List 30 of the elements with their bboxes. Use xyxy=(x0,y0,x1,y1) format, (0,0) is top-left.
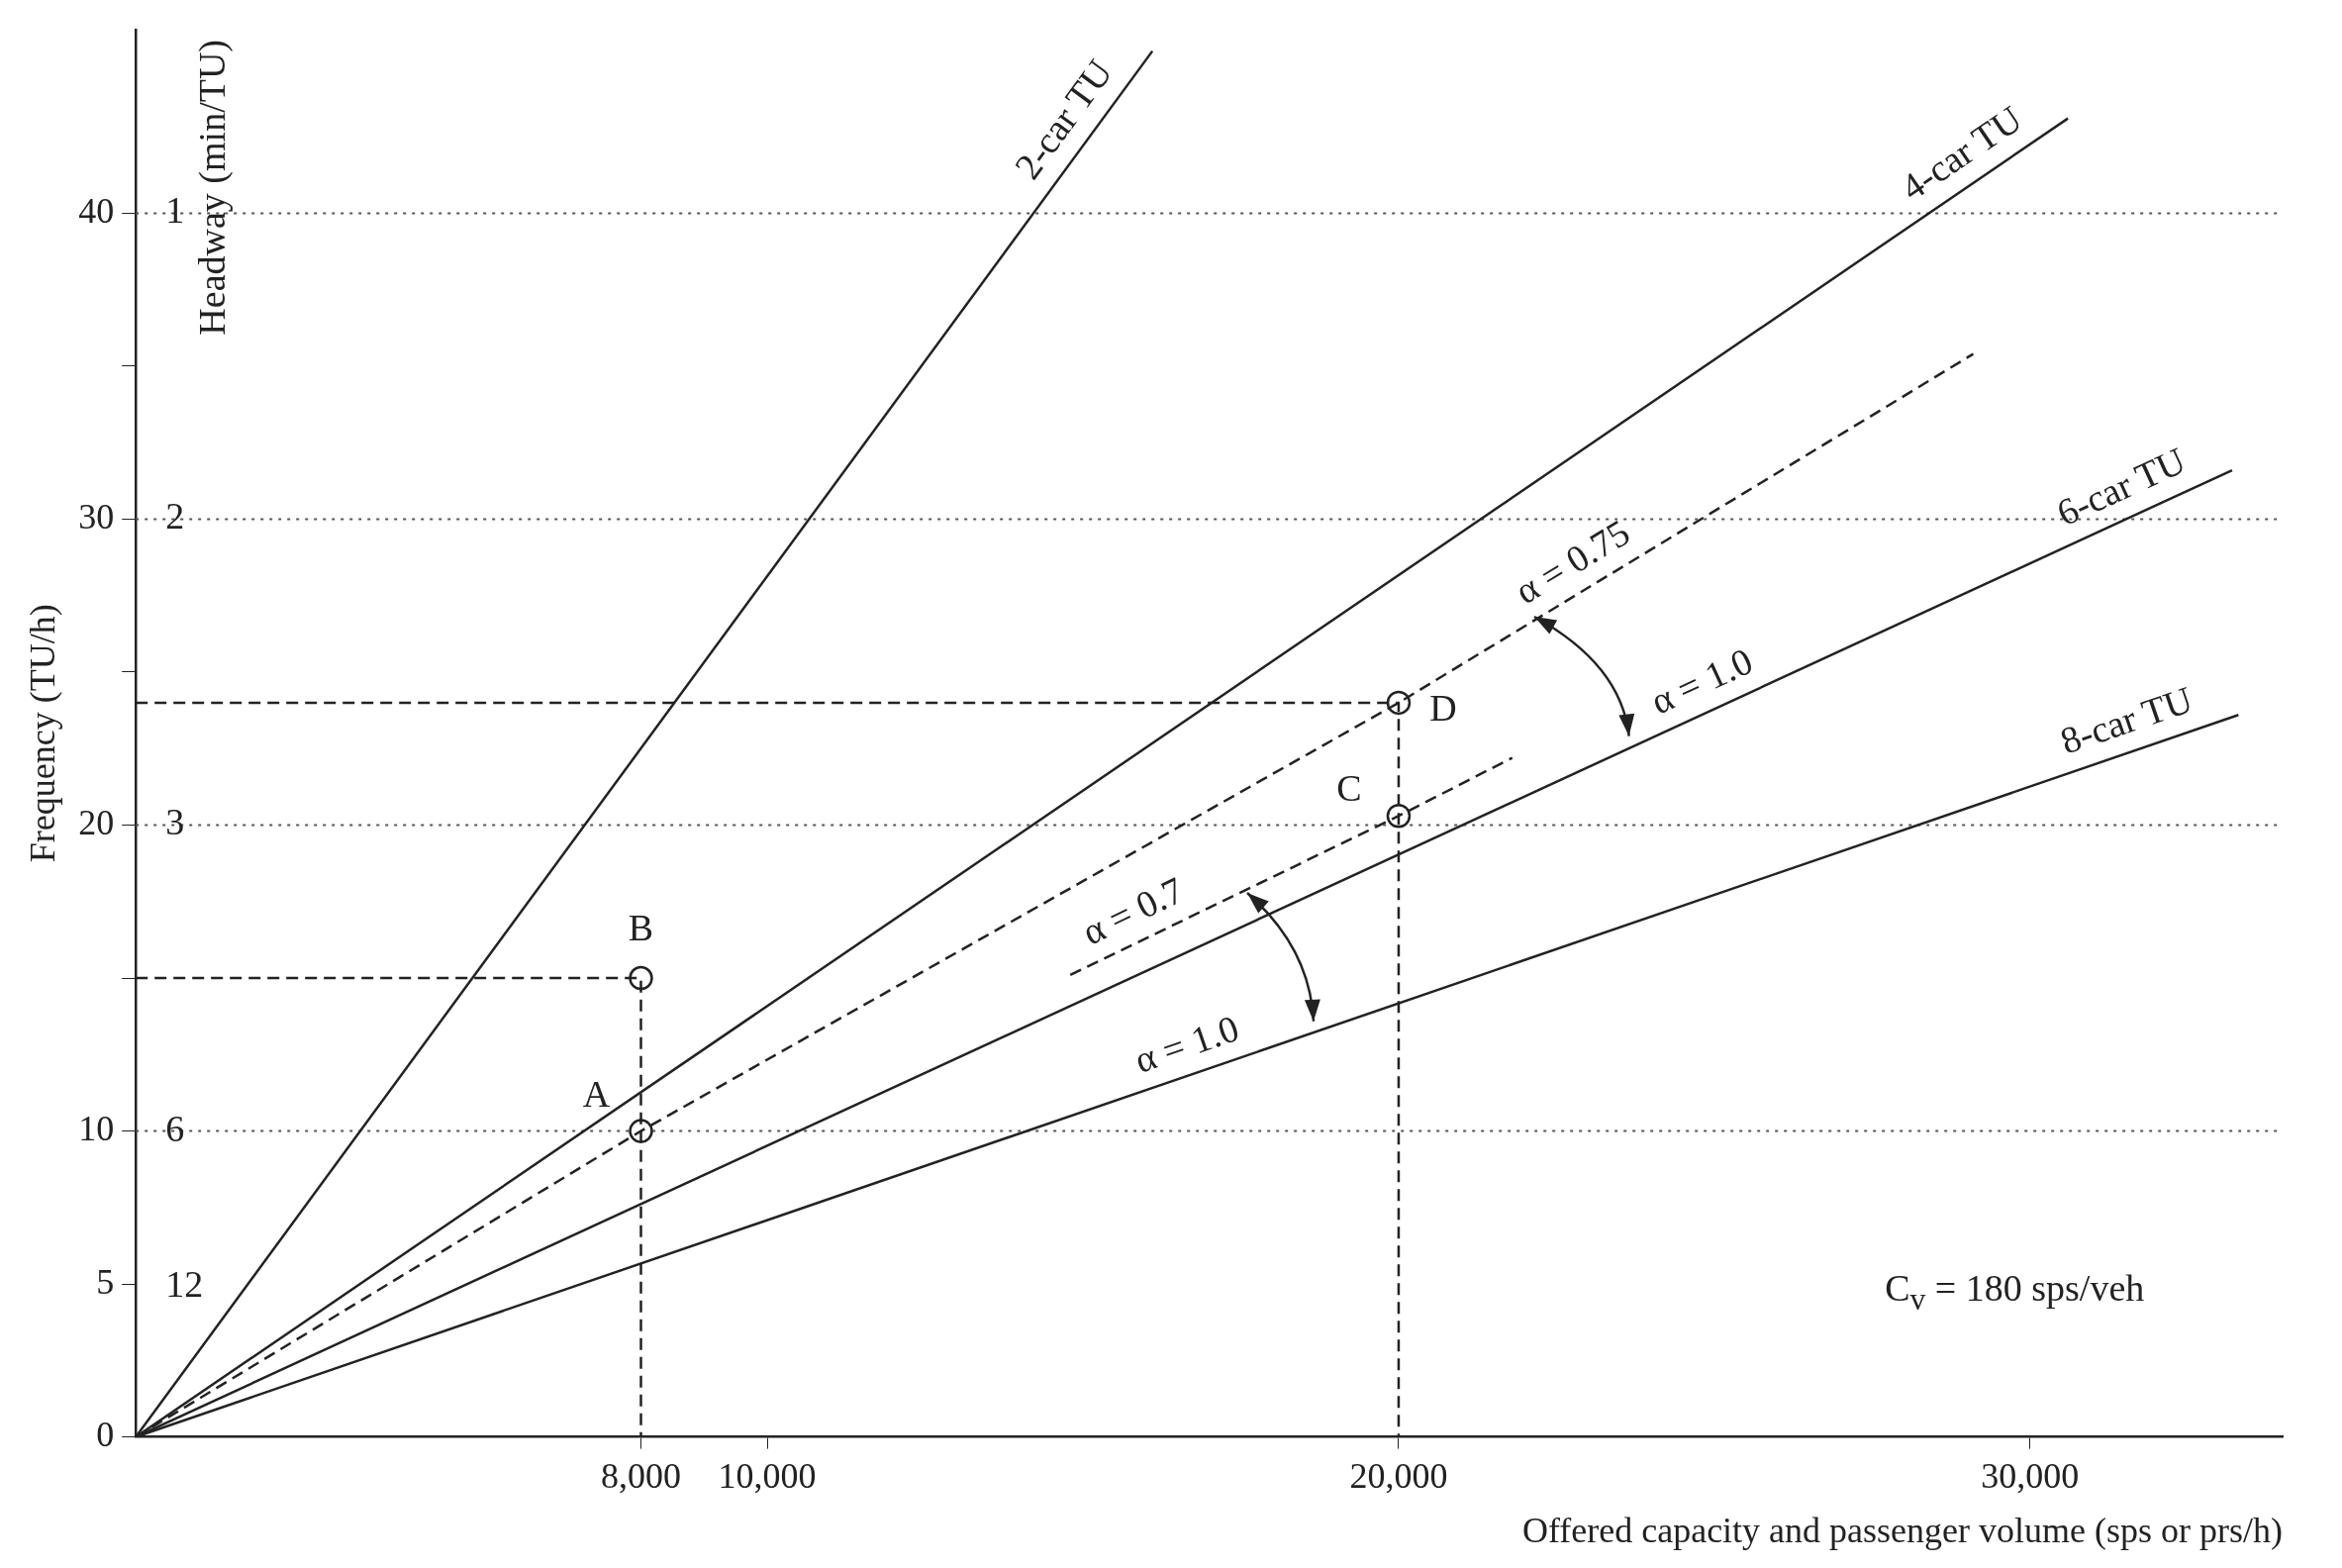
annotation: 3 xyxy=(165,801,185,843)
x-tick-label: 30,000 xyxy=(1981,1455,2080,1496)
annotation: α = 0.7 xyxy=(1075,868,1190,953)
y-tick-label: 20 xyxy=(78,802,115,842)
annotation: α = 1.0 xyxy=(1128,1007,1244,1081)
annotation: 12 xyxy=(165,1263,204,1306)
text: 4-car TU xyxy=(1893,97,2029,209)
y-tick-label: 5 xyxy=(96,1261,115,1302)
x-tick-label: 20,000 xyxy=(1349,1455,1448,1496)
annotation: α = 1.0 xyxy=(1644,639,1759,723)
annotation: D xyxy=(1429,686,1457,729)
annotation: C$_{v}$ = 180 sps/veh xyxy=(1885,1265,2145,1318)
annotation: 2 xyxy=(165,495,185,538)
y-axis-title: Frequency (TU/h) xyxy=(23,604,63,863)
x-axis-title: Offered capacity and passenger volume (sps or prs/h) xyxy=(1521,1510,2283,1550)
y-tick-label: 40 xyxy=(78,190,115,231)
annotation: A xyxy=(582,1072,611,1115)
y2-axis-title: Headway (min/TU) xyxy=(191,40,235,336)
y-tick-label: 0 xyxy=(96,1415,115,1455)
y-tick-label: 30 xyxy=(78,496,115,537)
annotation: α = 0.75 xyxy=(1508,511,1637,613)
text: 6-car TU xyxy=(2050,439,2193,535)
text: 8-car TU xyxy=(2055,678,2197,762)
annotation: 6 xyxy=(165,1107,185,1149)
annotation: 1 xyxy=(165,189,185,232)
y-tick-label: 10 xyxy=(78,1109,115,1149)
x-tick-label: 8,000 xyxy=(601,1455,682,1496)
x-tick-label: 10,000 xyxy=(718,1455,817,1496)
annotation: B xyxy=(628,907,654,949)
annotation: C xyxy=(1336,767,1362,810)
